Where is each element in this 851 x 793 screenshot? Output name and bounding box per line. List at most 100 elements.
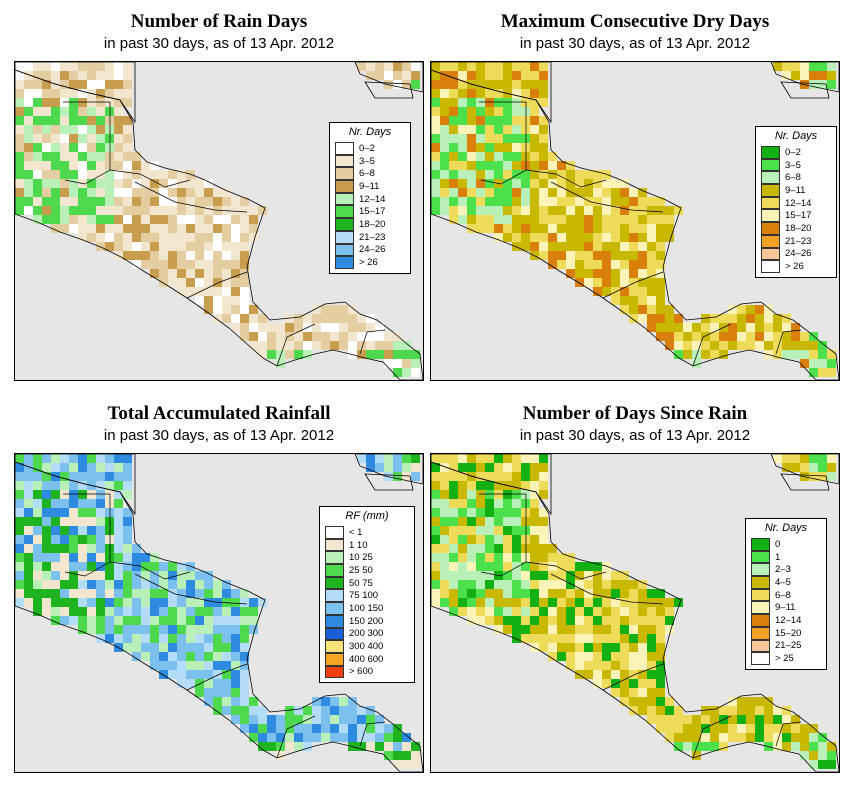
- map-cell: [213, 242, 222, 251]
- legend-item: 18–20: [761, 222, 831, 235]
- map-cell: [240, 679, 249, 688]
- map-cell: [629, 287, 638, 296]
- map-cell: [485, 508, 494, 517]
- map-cell: [186, 634, 195, 643]
- map-cell: [665, 323, 674, 332]
- map-cell: [195, 188, 204, 197]
- map-cell: [402, 359, 411, 368]
- map-cell: [195, 571, 204, 580]
- map-cell: [557, 580, 566, 589]
- map-cell: [809, 472, 818, 481]
- map-cell: [485, 98, 494, 107]
- map-cell: [384, 332, 393, 341]
- map-cell: [168, 188, 177, 197]
- map-cell: [485, 143, 494, 152]
- map-cell: [584, 589, 593, 598]
- map-cell: [42, 607, 51, 616]
- map-cell: [593, 670, 602, 679]
- map-cell: [548, 224, 557, 233]
- map-cell: [258, 598, 267, 607]
- map-cell: [737, 724, 746, 733]
- legend-label: 0–2: [359, 142, 375, 154]
- map-cell: [123, 571, 132, 580]
- map-cell: [114, 481, 123, 490]
- map-cell: [321, 697, 330, 706]
- map-cell: [42, 152, 51, 161]
- map-cell: [105, 607, 114, 616]
- map-cell: [521, 535, 530, 544]
- map-cell: [449, 71, 458, 80]
- map-cell: [692, 323, 701, 332]
- map-cell: [458, 562, 467, 571]
- map-cell: [366, 724, 375, 733]
- map-cell: [114, 517, 123, 526]
- legend-label: 3–5: [785, 159, 801, 171]
- map-cell: [764, 314, 773, 323]
- map-cell: [557, 260, 566, 269]
- map-cell: [168, 571, 177, 580]
- map-cell: [431, 598, 440, 607]
- map-cell: [96, 98, 105, 107]
- map-cell: [431, 472, 440, 481]
- map-cell: [476, 188, 485, 197]
- map-cell: [503, 598, 512, 607]
- map-cell: [159, 197, 168, 206]
- map-cell: [87, 62, 96, 71]
- map-cell: [440, 463, 449, 472]
- map-cell: [602, 188, 611, 197]
- map-cell: [123, 62, 132, 71]
- map-cell: [105, 224, 114, 233]
- map-cell: [728, 314, 737, 323]
- map-cell: [611, 598, 620, 607]
- map-cell: [503, 188, 512, 197]
- map-cell: [566, 643, 575, 652]
- legend-label: 24–26: [785, 248, 812, 260]
- map-cell: [476, 62, 485, 71]
- map-cell: [240, 661, 249, 670]
- map-cell: [503, 125, 512, 134]
- map-cell: [476, 526, 485, 535]
- map-cell: [96, 589, 105, 598]
- map-cell: [231, 679, 240, 688]
- map-cell: [141, 553, 150, 562]
- map-cell: [539, 242, 548, 251]
- map-cell: [42, 544, 51, 553]
- map-cell: [114, 535, 123, 544]
- map-cell: [431, 89, 440, 98]
- map-cell: [827, 472, 836, 481]
- legend-swatch: [335, 192, 354, 206]
- map-cell: [449, 116, 458, 125]
- map-cell: [629, 697, 638, 706]
- map-cell: [638, 269, 647, 278]
- map-cell: [485, 589, 494, 598]
- legend-label: 6–8: [785, 172, 801, 184]
- map-cell: [204, 278, 213, 287]
- map-cell: [656, 251, 665, 260]
- map-cell: [123, 517, 132, 526]
- map-cell: [521, 197, 530, 206]
- map-cell: [602, 269, 611, 278]
- map-cell: [213, 314, 222, 323]
- map-cell: [503, 472, 512, 481]
- country-border: [359, 721, 386, 747]
- map-cell: [393, 472, 402, 481]
- map-cell: [476, 143, 485, 152]
- map-cell: [638, 215, 647, 224]
- map-cell: [521, 526, 530, 535]
- map-cell: [231, 206, 240, 215]
- map-cell: [728, 697, 737, 706]
- map-cell: [683, 742, 692, 751]
- map-cell: [411, 62, 420, 71]
- map-cell: [593, 287, 602, 296]
- map-cell: [656, 197, 665, 206]
- map-cell: [15, 571, 24, 580]
- map-cell: [78, 508, 87, 517]
- map-cell: [114, 224, 123, 233]
- map-cell: [530, 215, 539, 224]
- map-cell: [222, 706, 231, 715]
- map-cell: [123, 508, 132, 517]
- map-cell: [629, 679, 638, 688]
- map-cell: [222, 607, 231, 616]
- map-cell: [204, 571, 213, 580]
- map-cell: [530, 170, 539, 179]
